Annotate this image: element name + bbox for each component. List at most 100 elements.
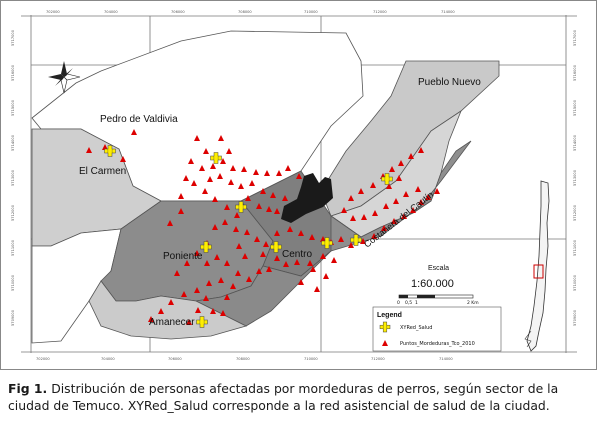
bite-point-triangle xyxy=(131,129,137,135)
bite-point-triangle xyxy=(310,266,316,272)
bite-point-triangle xyxy=(226,148,232,154)
bite-point-triangle xyxy=(260,251,266,257)
coord-label: 704000 xyxy=(101,357,115,361)
sector-label-pueblo-nuevo: Pueblo Nuevo xyxy=(418,77,481,88)
coord-label: 712000 xyxy=(373,10,387,14)
bite-point-triangle xyxy=(320,253,326,259)
bite-point-triangle xyxy=(391,218,397,224)
health-cross-icon xyxy=(104,145,116,157)
coord-label: 712000 xyxy=(371,357,385,361)
bite-point-triangle xyxy=(194,287,200,293)
bite-point-triangle xyxy=(314,286,320,292)
sector-label-centro: Centro xyxy=(282,249,312,260)
bite-point-triangle xyxy=(338,236,344,242)
scale-bar-segment xyxy=(399,295,408,298)
coord-top: 702000 704000 706000 708000 710000 71200… xyxy=(46,10,455,14)
bite-point-triangle xyxy=(194,135,200,141)
bite-point-triangle xyxy=(188,158,194,164)
scale-block: Escala 1:60.000 0 0,5 1 2 Km xyxy=(397,265,479,306)
bite-point-triangle xyxy=(224,260,230,266)
bite-point-triangle xyxy=(244,229,250,235)
bite-point-triangle xyxy=(183,175,189,181)
bite-point-triangle xyxy=(202,188,208,194)
bite-points-layer xyxy=(86,129,440,325)
bite-point-triangle xyxy=(167,220,173,226)
bite-point-triangle xyxy=(224,294,230,300)
bite-point-triangle xyxy=(264,170,270,176)
bite-point-triangle xyxy=(425,194,431,200)
bite-point-triangle xyxy=(360,238,366,244)
bite-point-triangle xyxy=(249,180,255,186)
bite-point-triangle xyxy=(234,212,240,218)
sector-label-amanecer: Amanecer xyxy=(149,317,195,328)
coord-right: 5717000 5716000 5715000 5714000 5713000 … xyxy=(573,29,577,326)
bite-point-triangle xyxy=(184,260,190,266)
scale-ratio: 1:60.000 xyxy=(411,278,454,290)
bite-point-triangle xyxy=(236,243,242,249)
bite-point-triangle xyxy=(199,165,205,171)
bite-point-triangle xyxy=(358,188,364,194)
coord-label: 5715000 xyxy=(11,99,15,116)
coord-label: 5709000 xyxy=(11,309,15,326)
bite-point-triangle xyxy=(210,308,216,314)
bite-point-triangle xyxy=(254,236,260,242)
coord-label: 5714000 xyxy=(11,134,15,151)
bite-point-triangle xyxy=(206,280,212,286)
legend-cross-icon xyxy=(379,321,391,333)
bite-point-triangle xyxy=(207,176,213,182)
bite-point-triangle xyxy=(224,204,230,210)
bite-point-triangle xyxy=(298,230,304,236)
legend: Legend XYRed_Salud Puntos_Mordeduras_Tco… xyxy=(372,306,502,352)
bite-point-triangle xyxy=(195,307,201,313)
bite-point-triangle xyxy=(245,195,251,201)
bite-point-triangle xyxy=(230,165,236,171)
coord-label: 5714000 xyxy=(573,134,577,151)
bite-point-triangle xyxy=(241,166,247,172)
bite-point-triangle xyxy=(238,183,244,189)
coord-label: 5713000 xyxy=(573,169,577,186)
bite-point-triangle xyxy=(242,253,248,259)
bite-point-triangle xyxy=(220,158,226,164)
bite-point-triangle xyxy=(212,196,218,202)
coord-label: 5710000 xyxy=(11,274,15,291)
bite-point-triangle xyxy=(181,291,187,297)
bite-point-triangle xyxy=(220,310,226,316)
bite-point-triangle xyxy=(348,195,354,201)
coord-label: 5713000 xyxy=(11,169,15,186)
sector-label-poniente: Poniente xyxy=(163,251,203,262)
bite-point-triangle xyxy=(168,299,174,305)
inset-chile-map xyxy=(524,180,550,352)
chile-coast-detail xyxy=(524,330,532,348)
health-cross-icon xyxy=(381,173,393,185)
bite-point-triangle xyxy=(372,210,378,216)
health-cross-icon xyxy=(210,152,222,164)
bite-point-triangle xyxy=(381,225,387,231)
bite-point-triangle xyxy=(294,259,300,265)
caption-label: Fig 1. xyxy=(8,381,48,396)
coord-label: 5712000 xyxy=(573,204,577,221)
map-frame: 702000 704000 706000 708000 710000 71200… xyxy=(0,0,597,370)
coord-label: 714000 xyxy=(439,357,453,361)
sector-amanecer xyxy=(88,280,248,340)
bite-point-triangle xyxy=(186,319,192,325)
bite-point-triangle xyxy=(253,169,259,175)
scale-title: Escala xyxy=(428,265,449,272)
bite-point-triangle xyxy=(260,188,266,194)
bite-point-triangle xyxy=(174,270,180,276)
bite-point-triangle xyxy=(396,175,402,181)
bite-point-triangle xyxy=(276,170,282,176)
north-arrow-icon xyxy=(48,61,81,94)
bite-point-triangle xyxy=(370,182,376,188)
bite-point-triangle xyxy=(212,224,218,230)
scale-tick-label: 2 Km xyxy=(467,300,479,306)
bite-point-triangle xyxy=(178,193,184,199)
sector-label-pedro-de-valdivia: Pedro de Valdivia xyxy=(100,114,178,125)
legend-box xyxy=(372,306,502,352)
sector-label-el-carmen: El Carmen xyxy=(79,166,126,177)
bite-point-triangle xyxy=(287,226,293,232)
inset-location-marker xyxy=(533,264,544,279)
bite-point-triangle xyxy=(323,273,329,279)
bite-point-triangle xyxy=(217,173,223,179)
bite-point-triangle xyxy=(274,208,280,214)
